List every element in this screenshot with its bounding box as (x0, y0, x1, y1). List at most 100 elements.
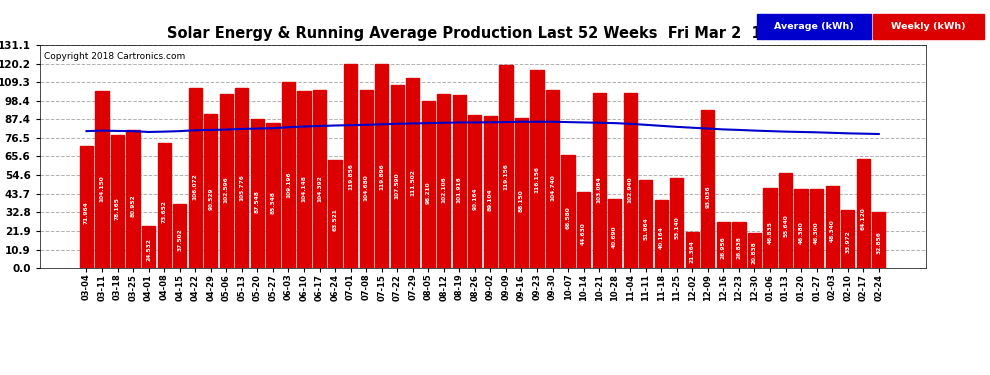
Bar (872, 212, 885, 268)
Bar (670, 178, 683, 268)
Bar (654, 200, 668, 268)
Text: 26.956: 26.956 (721, 236, 726, 259)
Bar (608, 199, 622, 268)
Text: 105.776: 105.776 (240, 174, 245, 201)
Bar (375, 64, 388, 268)
Text: 48.340: 48.340 (830, 220, 835, 243)
Bar (391, 85, 404, 268)
Text: 102.596: 102.596 (224, 176, 229, 203)
Bar (344, 64, 357, 268)
Bar (313, 90, 326, 268)
Bar (747, 232, 761, 268)
Text: 40.164: 40.164 (658, 226, 663, 249)
Text: 53.140: 53.140 (674, 216, 679, 239)
Text: 104.680: 104.680 (363, 175, 368, 201)
Text: 73.652: 73.652 (161, 200, 166, 223)
Bar (531, 70, 544, 268)
Text: 87.548: 87.548 (254, 190, 259, 213)
Text: 64.120: 64.120 (860, 208, 865, 230)
Text: 71.964: 71.964 (84, 202, 89, 224)
Bar (142, 226, 155, 268)
Text: 63.521: 63.521 (333, 208, 338, 231)
Bar (127, 130, 140, 268)
Bar (452, 94, 466, 268)
Text: 116.156: 116.156 (535, 166, 540, 193)
Text: 90.529: 90.529 (208, 188, 213, 210)
Bar (795, 189, 808, 268)
Text: 119.156: 119.156 (504, 164, 509, 190)
Text: 80.952: 80.952 (131, 195, 136, 217)
Text: 103.084: 103.084 (597, 176, 602, 203)
Text: 101.916: 101.916 (456, 177, 461, 204)
Bar (204, 114, 218, 268)
Text: 104.150: 104.150 (100, 175, 105, 202)
Text: 44.630: 44.630 (581, 223, 586, 245)
Text: 102.940: 102.940 (628, 176, 633, 203)
Bar (422, 101, 435, 268)
Text: 55.640: 55.640 (783, 214, 788, 237)
Text: 32.856: 32.856 (876, 231, 881, 254)
Bar (499, 65, 513, 268)
Bar (561, 155, 574, 268)
Text: 46.835: 46.835 (767, 221, 772, 244)
Bar (250, 119, 264, 268)
Bar (406, 78, 420, 268)
Text: 93.036: 93.036 (706, 186, 711, 208)
Title: Solar Energy & Running Average Production Last 52 Weeks  Fri Mar 2  17:45: Solar Energy & Running Average Productio… (167, 26, 798, 41)
Bar (624, 93, 637, 268)
Text: 119.896: 119.896 (379, 163, 384, 190)
Text: 66.580: 66.580 (565, 206, 570, 228)
Bar (329, 160, 342, 268)
Text: Weekly (kWh): Weekly (kWh) (891, 22, 966, 31)
Bar (95, 91, 109, 268)
Bar (686, 232, 699, 268)
Text: 24.532: 24.532 (147, 238, 151, 261)
Text: 102.106: 102.106 (442, 177, 446, 203)
Bar (577, 192, 590, 268)
Bar (236, 88, 248, 268)
Bar (856, 159, 870, 268)
Bar (717, 222, 730, 268)
Text: 40.690: 40.690 (612, 226, 617, 248)
Text: 46.300: 46.300 (814, 221, 819, 244)
Bar (80, 146, 93, 268)
Text: Average (kWh): Average (kWh) (774, 22, 854, 31)
Text: 106.072: 106.072 (193, 174, 198, 200)
Bar (438, 94, 450, 268)
Text: 88.150: 88.150 (519, 189, 524, 212)
Bar (111, 135, 124, 268)
Bar (545, 90, 559, 268)
Text: 78.165: 78.165 (115, 197, 120, 220)
Bar (593, 93, 606, 268)
Text: 98.210: 98.210 (426, 182, 431, 204)
Text: 104.392: 104.392 (317, 175, 322, 201)
Text: 90.164: 90.164 (472, 188, 477, 210)
Bar (484, 117, 497, 268)
Text: 51.964: 51.964 (644, 217, 648, 240)
Text: 111.502: 111.502 (410, 169, 415, 196)
Text: 37.502: 37.502 (177, 228, 182, 251)
Text: 104.740: 104.740 (550, 174, 555, 201)
Bar (266, 123, 279, 268)
Text: 89.104: 89.104 (488, 189, 493, 211)
Bar (842, 210, 854, 268)
Bar (701, 110, 715, 268)
Bar (826, 186, 839, 268)
Bar (220, 93, 233, 268)
Bar (282, 82, 295, 268)
Bar (157, 143, 170, 268)
Bar (733, 222, 745, 268)
Text: 33.972: 33.972 (845, 231, 850, 254)
Bar (810, 189, 824, 268)
Text: 119.856: 119.856 (348, 163, 353, 190)
Text: 85.348: 85.348 (270, 191, 275, 214)
Text: 46.380: 46.380 (799, 221, 804, 244)
Text: 20.838: 20.838 (752, 241, 757, 264)
Text: 26.838: 26.838 (737, 236, 742, 259)
Bar (189, 88, 202, 268)
Bar (640, 180, 652, 268)
Bar (763, 188, 776, 268)
Bar (173, 204, 186, 268)
Text: Copyright 2018 Cartronics.com: Copyright 2018 Cartronics.com (44, 52, 185, 61)
Bar (779, 173, 792, 268)
